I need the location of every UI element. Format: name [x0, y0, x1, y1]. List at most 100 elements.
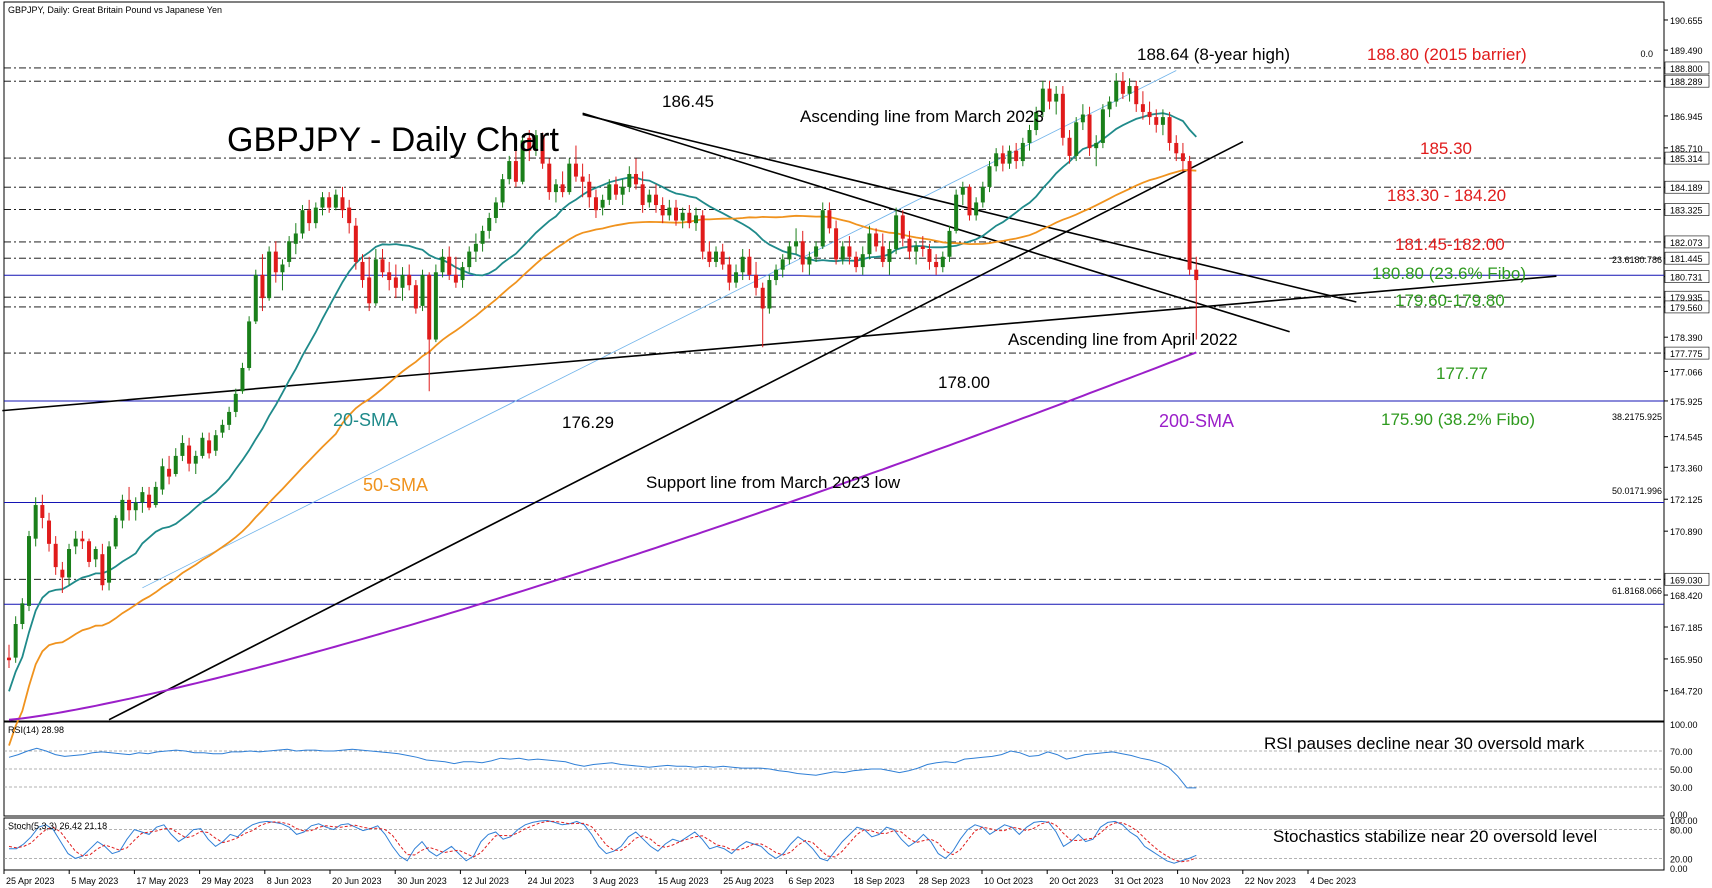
sma20-line — [8, 112, 1197, 692]
price-tick-label: 170.890 — [1670, 527, 1703, 537]
candle — [934, 254, 939, 275]
candle — [173, 448, 178, 477]
candle — [367, 256, 372, 312]
candle-body — [473, 243, 478, 252]
rsi-tick-label: 50.00 — [1670, 765, 1693, 775]
candle-body — [27, 536, 32, 606]
candle — [633, 158, 638, 190]
candle-body — [894, 215, 899, 249]
candle-body — [107, 546, 112, 583]
candle-body — [807, 256, 812, 265]
trendlines — [2, 112, 1557, 721]
ascending-line-april-2022 — [2, 275, 1557, 412]
time-tick-label: 15 Aug 2023 — [658, 876, 709, 886]
candle-body — [847, 246, 852, 257]
candle — [493, 197, 498, 224]
candle — [453, 256, 458, 288]
candle-body — [927, 248, 932, 262]
candle-body — [60, 569, 65, 578]
candle — [627, 166, 632, 193]
candle-body — [1034, 111, 1039, 131]
candle — [153, 481, 158, 508]
candle — [1114, 73, 1119, 107]
candle-body — [1154, 117, 1159, 125]
candle-body — [480, 230, 485, 244]
candle-body — [1134, 86, 1139, 105]
candle-body — [774, 269, 779, 281]
time-tick-label: 5 May 2023 — [71, 876, 118, 886]
candle-body — [393, 277, 398, 288]
candle — [747, 248, 752, 281]
candle — [73, 530, 78, 555]
candle — [400, 267, 405, 301]
candle-body — [453, 274, 458, 283]
main-header: GBPJPY, Daily: Great Britain Pound vs Ja… — [8, 5, 222, 15]
candle — [527, 130, 532, 162]
candle-body — [267, 251, 272, 299]
candle-body — [433, 272, 438, 340]
candle-body — [754, 274, 759, 288]
candle-body — [113, 517, 118, 547]
candle-body — [173, 455, 178, 475]
candle — [1134, 80, 1139, 112]
candle — [954, 189, 959, 234]
candle-body — [900, 215, 905, 239]
candle-body — [20, 603, 25, 625]
candle — [587, 173, 592, 208]
candle — [900, 210, 905, 247]
candle — [787, 241, 792, 265]
candle — [600, 194, 605, 216]
candle — [1067, 130, 1072, 164]
candle — [340, 186, 345, 218]
candle-body — [287, 241, 292, 262]
candle-body — [220, 424, 225, 433]
candle — [567, 158, 572, 195]
candle-body — [253, 274, 258, 322]
stoch-tick-label: 20.00 — [1670, 854, 1693, 864]
candle-body — [280, 264, 285, 273]
candle — [814, 241, 819, 262]
candle-body — [740, 256, 745, 273]
time-tick-label: 22 Nov 2023 — [1245, 876, 1296, 886]
candle — [807, 251, 812, 275]
candle-body — [867, 233, 872, 255]
candle-body — [427, 274, 432, 340]
candle — [653, 184, 658, 213]
candle-body — [407, 274, 412, 286]
candle — [207, 432, 212, 459]
candle — [427, 272, 432, 392]
candle — [280, 259, 285, 291]
candle — [794, 228, 799, 255]
candle — [874, 228, 879, 252]
candle-body — [533, 135, 538, 151]
price-tag-box — [1664, 203, 1710, 216]
candle — [327, 192, 332, 213]
candle-body — [607, 184, 612, 200]
candle — [907, 230, 912, 260]
candle — [513, 150, 518, 187]
candle-body — [1147, 111, 1152, 118]
low-178-00-label: 178.00 — [938, 373, 990, 392]
price-tick-label: 188.800 — [1670, 64, 1703, 74]
candlesticks — [7, 72, 1199, 668]
candle — [767, 274, 772, 314]
candle — [67, 543, 72, 586]
candle — [93, 546, 98, 568]
candle — [387, 261, 392, 291]
candle-body — [907, 238, 912, 252]
price-tick-label: 190.655 — [1670, 16, 1703, 26]
rsi-tick-label: 70.00 — [1670, 747, 1693, 757]
candle — [1120, 72, 1125, 99]
candle — [860, 246, 865, 275]
candle — [687, 205, 692, 229]
price-tick-label: 179.935 — [1670, 293, 1703, 303]
time-tick-label: 25 Apr 2023 — [6, 876, 55, 886]
time-tick-label: 29 May 2023 — [202, 876, 254, 886]
candle-body — [73, 538, 78, 547]
candle-body — [13, 624, 18, 658]
rsi-line — [8, 747, 1197, 789]
candle — [107, 541, 112, 591]
candle — [920, 236, 925, 257]
candle-body — [467, 251, 472, 268]
